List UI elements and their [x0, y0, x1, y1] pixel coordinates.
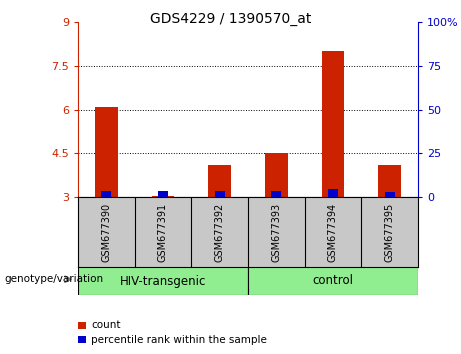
- Bar: [265, 153, 288, 197]
- Bar: [101, 190, 112, 197]
- Text: GSM677395: GSM677395: [384, 202, 395, 262]
- Bar: [322, 51, 344, 197]
- FancyBboxPatch shape: [78, 267, 248, 295]
- Text: GSM677393: GSM677393: [272, 202, 281, 262]
- Bar: [208, 165, 231, 197]
- Text: count: count: [91, 320, 120, 330]
- Text: GSM677390: GSM677390: [101, 202, 112, 262]
- Bar: [214, 190, 225, 197]
- Text: GSM677394: GSM677394: [328, 202, 338, 262]
- Text: genotype/variation: genotype/variation: [5, 274, 104, 284]
- Text: HIV-transgenic: HIV-transgenic: [120, 274, 206, 287]
- Bar: [78, 322, 86, 329]
- Bar: [78, 336, 86, 343]
- Bar: [378, 165, 401, 197]
- Bar: [152, 195, 174, 197]
- Bar: [328, 189, 338, 197]
- Text: GDS4229 / 1390570_at: GDS4229 / 1390570_at: [150, 12, 311, 27]
- Bar: [95, 107, 118, 197]
- Text: GSM677391: GSM677391: [158, 202, 168, 262]
- Bar: [271, 190, 281, 197]
- Text: percentile rank within the sample: percentile rank within the sample: [91, 335, 267, 344]
- FancyBboxPatch shape: [248, 267, 418, 295]
- Bar: [384, 192, 395, 197]
- Text: control: control: [313, 274, 354, 287]
- Text: GSM677392: GSM677392: [215, 202, 225, 262]
- Bar: [158, 190, 168, 197]
